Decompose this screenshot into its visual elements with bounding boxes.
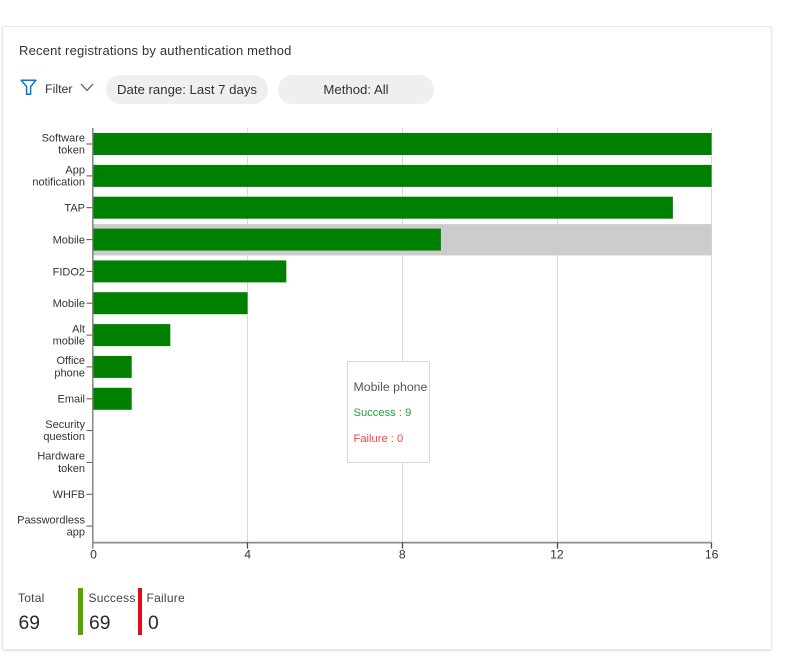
svg-text:Security: Security — [45, 419, 85, 431]
svg-text:App: App — [65, 164, 85, 176]
svg-text:Alt: Alt — [72, 323, 85, 335]
svg-text:Office: Office — [56, 355, 85, 367]
svg-text:WHFB: WHFB — [53, 489, 85, 501]
svg-text:16: 16 — [705, 548, 719, 562]
svg-text:app: app — [67, 527, 85, 539]
svg-text:4: 4 — [244, 548, 251, 562]
svg-text:question: question — [43, 431, 85, 443]
svg-text:phone: phone — [54, 368, 85, 380]
svg-text:0: 0 — [90, 548, 97, 562]
svg-text:Email: Email — [57, 394, 85, 406]
svg-text:token: token — [58, 145, 85, 157]
svg-text:mobile: mobile — [53, 336, 85, 348]
svg-text:TAP: TAP — [64, 203, 85, 215]
svg-text:notification: notification — [32, 177, 85, 189]
svg-text:Mobile: Mobile — [53, 298, 85, 310]
svg-text:Mobile: Mobile — [53, 235, 85, 247]
svg-text:Software: Software — [42, 132, 85, 144]
svg-text:FIDO2: FIDO2 — [53, 266, 85, 278]
svg-text:8: 8 — [399, 548, 406, 562]
svg-text:Hardware: Hardware — [37, 451, 85, 463]
svg-text:Passwordless: Passwordless — [17, 514, 85, 526]
svg-text:12: 12 — [550, 548, 564, 562]
svg-text:token: token — [58, 463, 85, 475]
